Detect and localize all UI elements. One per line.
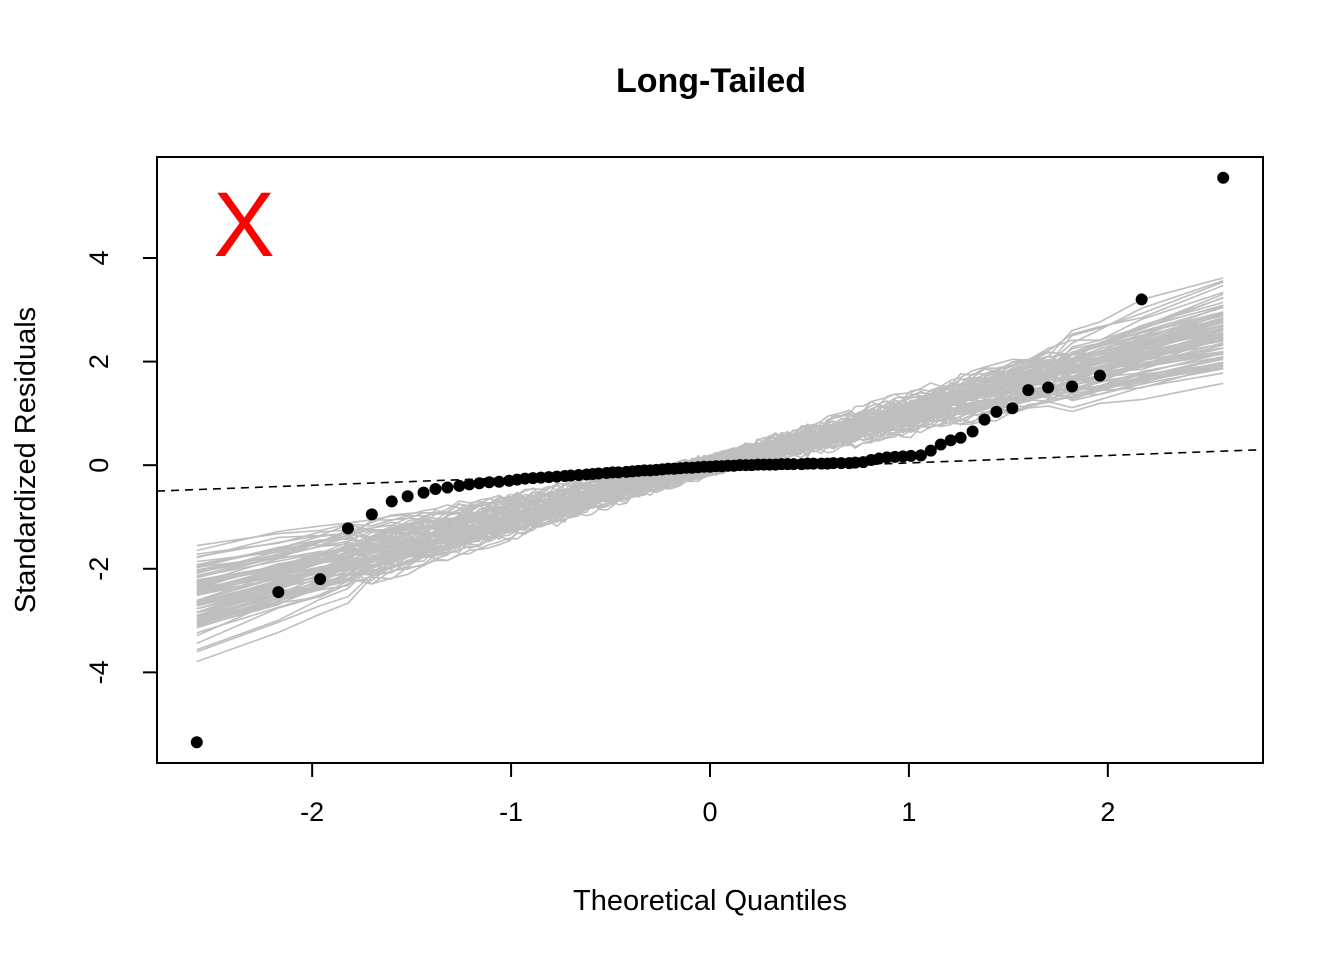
y-tick-label: 4 (84, 250, 114, 265)
residual-point (473, 477, 486, 490)
residual-point (914, 449, 927, 462)
residual-point (441, 481, 454, 494)
residual-point (314, 573, 327, 586)
residual-point (341, 522, 354, 535)
x-tick-label: -1 (499, 797, 523, 827)
envelope-line (196, 321, 1224, 593)
residual-point (1042, 381, 1055, 394)
y-tick-label: 0 (84, 458, 114, 473)
y-axis-label: Standardized Residuals (10, 307, 42, 613)
residual-point (453, 479, 466, 492)
residual-point (401, 490, 414, 503)
reject-mark: X (213, 174, 274, 276)
y-tick-label: -4 (84, 660, 114, 684)
residual-points (190, 171, 1230, 749)
residual-point (904, 449, 917, 462)
x-tick-label: 0 (702, 797, 717, 827)
residual-point (934, 438, 947, 451)
residual-point (429, 483, 442, 496)
x-tick-label: -2 (300, 797, 324, 827)
y-axis: -4 -2 0 2 4 (84, 250, 157, 684)
residual-point (272, 586, 285, 599)
residual-point (463, 478, 476, 491)
residual-point (966, 425, 979, 438)
residual-point (385, 495, 398, 508)
residual-point (1006, 402, 1019, 415)
chart-title: Long-Tailed (616, 62, 806, 100)
residual-point (365, 508, 378, 521)
residual-point (1022, 384, 1035, 397)
y-tick-label: -2 (84, 557, 114, 581)
x-axis-label: Theoretical Quantiles (573, 885, 847, 917)
residual-point (493, 475, 506, 488)
x-tick-label: 2 (1100, 797, 1115, 827)
residual-point (954, 431, 967, 444)
envelope-line (196, 329, 1224, 610)
residual-point (990, 405, 1003, 418)
residual-point (978, 413, 991, 426)
residual-point (1093, 369, 1106, 382)
residual-point (944, 434, 957, 447)
residual-point (1066, 380, 1079, 393)
residual-point (1217, 171, 1230, 184)
residual-point (924, 444, 937, 457)
x-axis: -2 -1 0 1 2 (300, 763, 1115, 827)
residual-point (483, 476, 496, 489)
residual-point (417, 486, 430, 499)
x-tick-label: 1 (901, 797, 916, 827)
envelope-line (196, 324, 1224, 604)
residual-point (1135, 293, 1148, 306)
y-tick-label: 2 (84, 354, 114, 369)
residual-point (190, 736, 203, 749)
